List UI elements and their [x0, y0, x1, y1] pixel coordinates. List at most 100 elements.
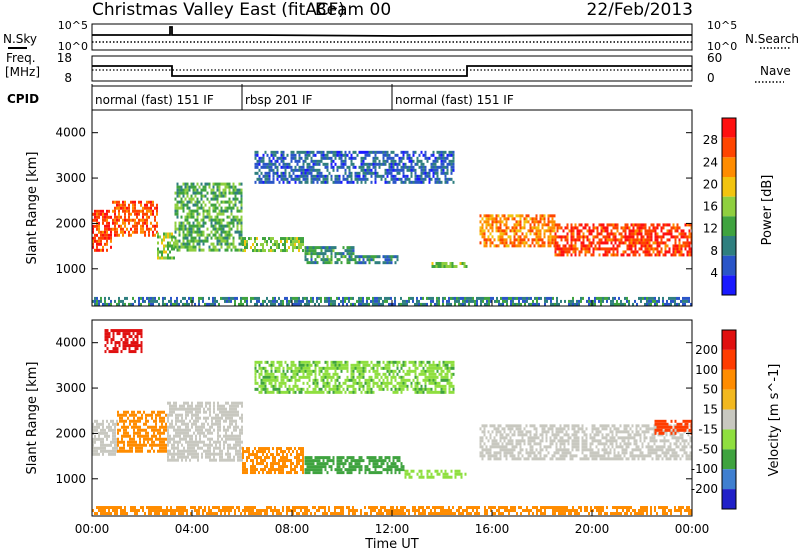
heatmap-cell — [173, 434, 175, 438]
heatmap-cell — [584, 223, 587, 227]
heatmap-cell — [241, 431, 243, 435]
heatmap-cell — [270, 240, 272, 244]
heatmap-cell — [196, 233, 199, 237]
heatmap-cell — [112, 218, 114, 222]
heatmap-cell — [340, 165, 343, 169]
heatmap-cell — [191, 443, 193, 447]
heatmap-cell — [92, 242, 94, 246]
heatmap-cell — [110, 302, 112, 306]
heatmap-cell — [511, 442, 514, 446]
heatmap-cell — [231, 413, 233, 417]
heatmap-cell — [195, 449, 197, 453]
heatmap-cell — [154, 218, 156, 222]
heatmap-cell — [450, 159, 453, 163]
heatmap-cell — [282, 459, 284, 463]
heatmap-cell — [106, 419, 108, 423]
heatmap-cell — [436, 302, 438, 306]
heatmap-cell — [519, 217, 522, 221]
heatmap-cell — [106, 425, 108, 429]
heatmap-cell — [336, 165, 339, 169]
heatmap-cell — [314, 246, 317, 250]
heatmap-cell — [460, 475, 463, 479]
heatmap-cell — [94, 449, 96, 453]
heatmap-cell — [214, 233, 217, 237]
heatmap-cell — [215, 458, 217, 462]
heatmap-cell — [140, 218, 142, 222]
heatmap-cell — [570, 253, 573, 257]
heatmap-cell — [589, 448, 592, 452]
heatmap-cell — [268, 168, 271, 172]
heatmap-cell — [432, 150, 435, 154]
heatmap-cell — [176, 194, 179, 198]
heatmap-cell — [354, 165, 357, 169]
cpid-segment-label: normal (fast) 151 IF — [95, 93, 214, 107]
heatmap-cell — [414, 174, 417, 178]
heatmap-cell — [330, 299, 332, 303]
heatmap-cell — [161, 446, 163, 450]
heatmap-cell — [195, 404, 197, 408]
heatmap-cell — [238, 191, 241, 195]
heatmap-cell — [304, 459, 307, 463]
heatmap-cell — [597, 427, 600, 431]
heatmap-cell — [136, 224, 138, 228]
heatmap-cell — [280, 459, 282, 463]
heatmap-cell — [499, 448, 502, 452]
heatmap-cell — [682, 232, 685, 236]
heatmap-cell — [551, 427, 554, 431]
heatmap-cell — [513, 457, 516, 461]
heatmap-cell — [163, 449, 165, 453]
heatmap-cell — [504, 299, 506, 303]
heatmap-cell — [219, 428, 221, 432]
heatmap-cell — [644, 232, 647, 236]
heatmap-cell — [342, 299, 344, 303]
heatmap-cell — [116, 221, 118, 225]
heatmap-cell — [376, 174, 379, 178]
heatmap-cell — [262, 471, 264, 475]
heatmap-cell — [559, 424, 562, 428]
heatmap-cell — [560, 247, 563, 251]
heatmap-cell — [634, 229, 637, 233]
heatmap-cell — [638, 247, 641, 251]
heatmap-cell — [452, 165, 455, 169]
heatmap-cell — [626, 247, 629, 251]
heatmap-cell — [310, 249, 313, 253]
heatmap-cell — [186, 218, 189, 222]
heatmap-cell — [298, 447, 300, 451]
heatmap-cell — [214, 248, 217, 252]
heatmap-cell — [304, 156, 307, 160]
heatmap-cell — [318, 255, 321, 259]
heatmap-cell — [208, 200, 211, 204]
heatmap-cell — [296, 462, 298, 466]
heatmap-cell — [352, 150, 355, 154]
heatmap-cell — [116, 200, 118, 204]
heatmap-cell — [276, 177, 279, 181]
heatmap-cell — [146, 215, 148, 219]
heatmap-cell — [328, 258, 331, 262]
heatmap-cell — [288, 171, 291, 175]
heatmap-cell — [388, 258, 391, 262]
noise-panel-frame — [91, 23, 693, 51]
heatmap-cell — [171, 422, 173, 426]
heatmap-cell — [246, 447, 248, 451]
noise-right-tick-bottom: 10^0 — [707, 40, 737, 53]
heatmap-cell — [157, 256, 159, 260]
heatmap-cell — [536, 299, 538, 303]
heatmap-cell — [479, 229, 482, 233]
heatmap-cell — [308, 165, 311, 169]
heatmap-cell — [460, 296, 462, 300]
heatmap-cell — [358, 459, 361, 463]
heatmap-cell — [564, 226, 567, 230]
heatmap-cell — [215, 416, 217, 420]
heatmap-cell — [537, 238, 540, 242]
heatmap-cell — [535, 430, 538, 434]
heatmap-cell — [483, 430, 486, 434]
heatmap-cell — [400, 168, 403, 172]
heatmap-cell — [668, 229, 671, 233]
heatmap-cell — [216, 200, 219, 204]
heatmap-cell — [579, 427, 582, 431]
heatmap-cell — [190, 194, 193, 198]
heatmap-cell — [236, 215, 239, 219]
heatmap-cell — [143, 434, 145, 438]
heatmap-cell — [222, 200, 225, 204]
heatmap-cell — [213, 449, 215, 453]
